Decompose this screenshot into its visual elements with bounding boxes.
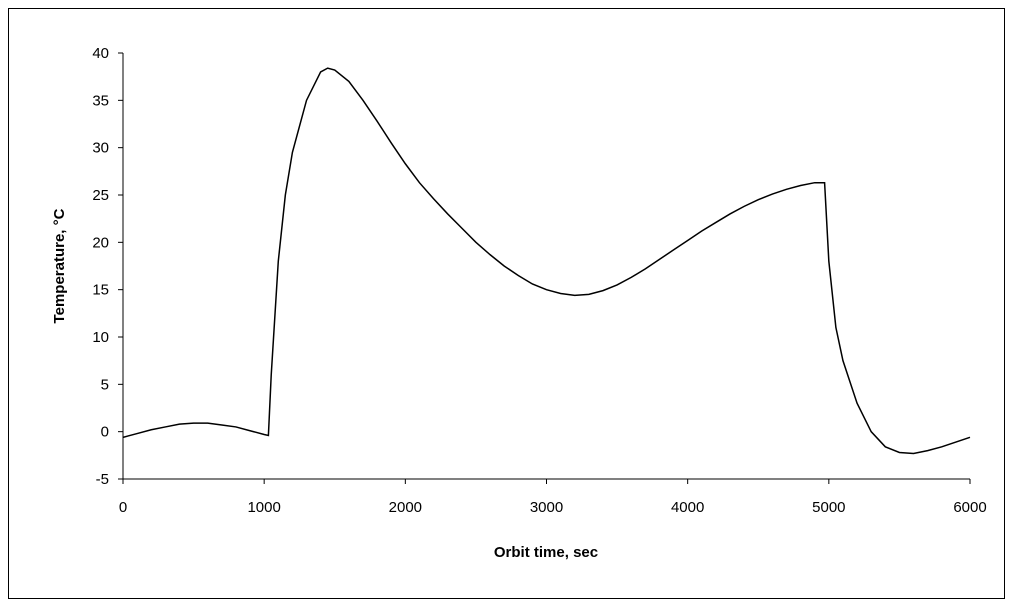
y-tick-label: 25	[92, 187, 109, 204]
x-axis-title: Orbit time, sec	[494, 544, 598, 561]
y-axis-title: Temperature, °C	[51, 208, 68, 323]
y-tick-label: 0	[101, 424, 109, 441]
x-tick-label: 1000	[247, 499, 280, 516]
x-tick-label: 2000	[389, 499, 422, 516]
line-series	[122, 67, 971, 455]
x-tick-label: 4000	[671, 499, 704, 516]
y-tick-label: 5	[101, 376, 109, 393]
x-tick-label: 3000	[530, 499, 563, 516]
y-tick-label: 35	[92, 92, 109, 109]
y-tick-label: -5	[96, 471, 109, 488]
chart-border	[8, 8, 1005, 599]
x-tick-label: 5000	[812, 499, 845, 516]
y-tick-label: 40	[92, 45, 109, 62]
y-tick-label: 20	[92, 234, 109, 251]
y-tick-label: 30	[92, 140, 109, 157]
x-tick-label: 6000	[953, 499, 986, 516]
x-tick-label: 0	[119, 499, 127, 516]
y-tick-label: 15	[92, 282, 109, 299]
y-tick-label: 10	[92, 329, 109, 346]
